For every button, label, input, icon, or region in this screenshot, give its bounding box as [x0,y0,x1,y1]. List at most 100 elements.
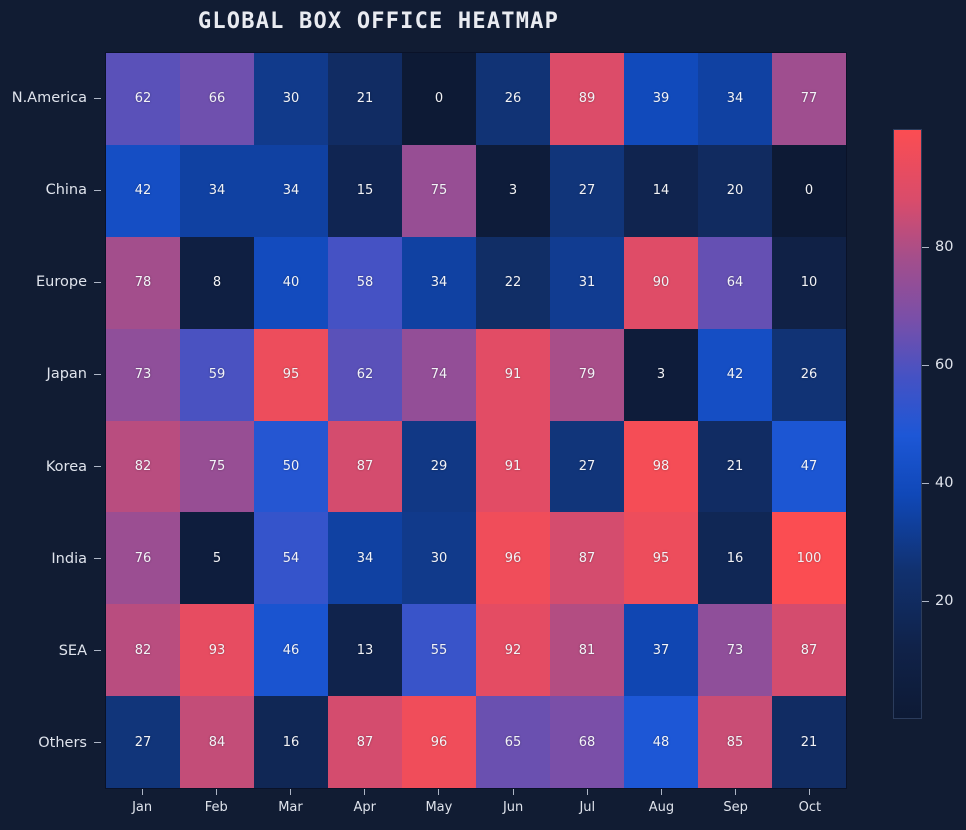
heatmap-cell[interactable]: 3 [624,328,698,421]
heatmap-cell[interactable]: 48 [624,696,698,788]
heatmap-cell[interactable]: 78 [106,236,180,329]
heatmap-cell[interactable]: 34 [254,144,328,237]
heatmap-cell-value: 26 [504,91,522,107]
heatmap-cell-value: 89 [578,91,596,107]
heatmap-cell[interactable]: 91 [476,328,550,421]
heatmap-cell[interactable]: 29 [402,420,476,513]
heatmap-cell[interactable]: 3 [476,144,550,237]
heatmap-cell[interactable]: 40 [254,236,328,329]
heatmap-cell[interactable]: 81 [550,604,624,697]
heatmap-cell[interactable]: 31 [550,236,624,329]
heatmap-cell[interactable]: 21 [772,696,846,788]
heatmap-cell[interactable]: 95 [254,328,328,421]
heatmap-cell[interactable]: 46 [254,604,328,697]
heatmap-cell[interactable]: 100 [772,512,846,605]
heatmap-cell[interactable]: 82 [106,604,180,697]
heatmap-cell[interactable]: 10 [772,236,846,329]
heatmap-cell[interactable]: 27 [106,696,180,788]
heatmap-cell[interactable]: 26 [476,53,550,145]
heatmap-cell[interactable]: 16 [698,512,772,605]
heatmap-cell[interactable]: 95 [624,512,698,605]
heatmap-cell[interactable]: 87 [550,512,624,605]
heatmap-cell[interactable]: 91 [476,420,550,513]
heatmap-cell[interactable]: 14 [624,144,698,237]
heatmap-cell-value: 42 [134,183,152,199]
heatmap-cell-value: 93 [208,642,226,658]
heatmap-cell[interactable]: 64 [698,236,772,329]
heatmap-cell[interactable]: 73 [106,328,180,421]
heatmap-cell[interactable]: 13 [328,604,402,697]
heatmap-cell[interactable]: 96 [402,696,476,788]
heatmap-cell[interactable]: 30 [254,53,328,145]
heatmap-cell[interactable]: 75 [402,144,476,237]
colorbar[interactable]: 20 40 60 80 [893,129,953,719]
heatmap-cell-value: 16 [726,550,744,566]
heatmap-cell[interactable]: 8 [180,236,254,329]
heatmap-cell[interactable]: 92 [476,604,550,697]
heatmap-cell[interactable]: 42 [106,144,180,237]
heatmap-cell[interactable]: 85 [698,696,772,788]
heatmap-cell[interactable]: 27 [550,144,624,237]
heatmap-cell[interactable]: 82 [106,420,180,513]
heatmap-cell[interactable]: 96 [476,512,550,605]
heatmap-cell[interactable]: 98 [624,420,698,513]
heatmap-cell[interactable]: 34 [698,53,772,145]
heatmap-cell-value: 0 [434,91,444,107]
heatmap-cell[interactable]: 34 [402,236,476,329]
heatmap-cell[interactable]: 87 [328,420,402,513]
heatmap-cell[interactable]: 62 [106,53,180,145]
heatmap-cell[interactable]: 15 [328,144,402,237]
heatmap-cell[interactable]: 21 [328,53,402,145]
heatmap-cell[interactable]: 62 [328,328,402,421]
heatmap-cell[interactable]: 59 [180,328,254,421]
heatmap-cell[interactable]: 79 [550,328,624,421]
heatmap-cell[interactable]: 58 [328,236,402,329]
heatmap-cell-value: 14 [652,183,670,199]
heatmap-cell[interactable]: 73 [698,604,772,697]
heatmap-cell[interactable]: 0 [772,144,846,237]
heatmap-cell[interactable]: 30 [402,512,476,605]
heatmap-cell[interactable]: 84 [180,696,254,788]
heatmap-cell[interactable]: 55 [402,604,476,697]
heatmap-cell[interactable]: 66 [180,53,254,145]
heatmap-cell[interactable]: 54 [254,512,328,605]
heatmap-cell[interactable]: 47 [772,420,846,513]
y-axis-tick-label: China [45,182,87,199]
heatmap-cell[interactable]: 34 [180,144,254,237]
heatmap-cell[interactable]: 21 [698,420,772,513]
heatmap-cell[interactable]: 39 [624,53,698,145]
heatmap-cell[interactable]: 16 [254,696,328,788]
heatmap-cell[interactable]: 77 [772,53,846,145]
x-axis-tick-label: Sep [723,800,748,815]
heatmap-cell[interactable]: 42 [698,328,772,421]
y-axis-tick-n-america: N.America [0,52,105,144]
heatmap-cell[interactable]: 76 [106,512,180,605]
heatmap-cell[interactable]: 0 [402,53,476,145]
heatmap-cell[interactable]: 93 [180,604,254,697]
y-axis-tick-mark [94,373,101,375]
heatmap-cell[interactable]: 65 [476,696,550,788]
heatmap-cell[interactable]: 75 [180,420,254,513]
heatmap-cell[interactable]: 22 [476,236,550,329]
heatmap-cell[interactable]: 37 [624,604,698,697]
heatmap-plot-area[interactable]: 62 66 30 21 0 26 89 39 34 77 42 34 34 15 75 3 27 14 20 0 78 8… [105,52,847,789]
heatmap-cell[interactable]: 27 [550,420,624,513]
y-axis-tick-label: SEA [58,642,87,659]
heatmap-cell[interactable]: 50 [254,420,328,513]
heatmap-cell[interactable]: 5 [180,512,254,605]
heatmap-cell[interactable]: 87 [328,696,402,788]
heatmap-cell-value: 42 [726,367,744,383]
heatmap-cell[interactable]: 89 [550,53,624,145]
heatmap-cell[interactable]: 26 [772,328,846,421]
heatmap-cell-value: 91 [504,458,522,474]
heatmap-cell[interactable]: 68 [550,696,624,788]
heatmap-cell[interactable]: 20 [698,144,772,237]
x-axis-tick-aug: Aug [624,789,698,815]
heatmap-cell[interactable]: 34 [328,512,402,605]
heatmap-cell[interactable]: 87 [772,604,846,697]
heatmap-cell[interactable]: 74 [402,328,476,421]
heatmap-cell-value: 54 [282,550,300,566]
colorbar-tick-mark [922,364,929,366]
heatmap-cell[interactable]: 90 [624,236,698,329]
